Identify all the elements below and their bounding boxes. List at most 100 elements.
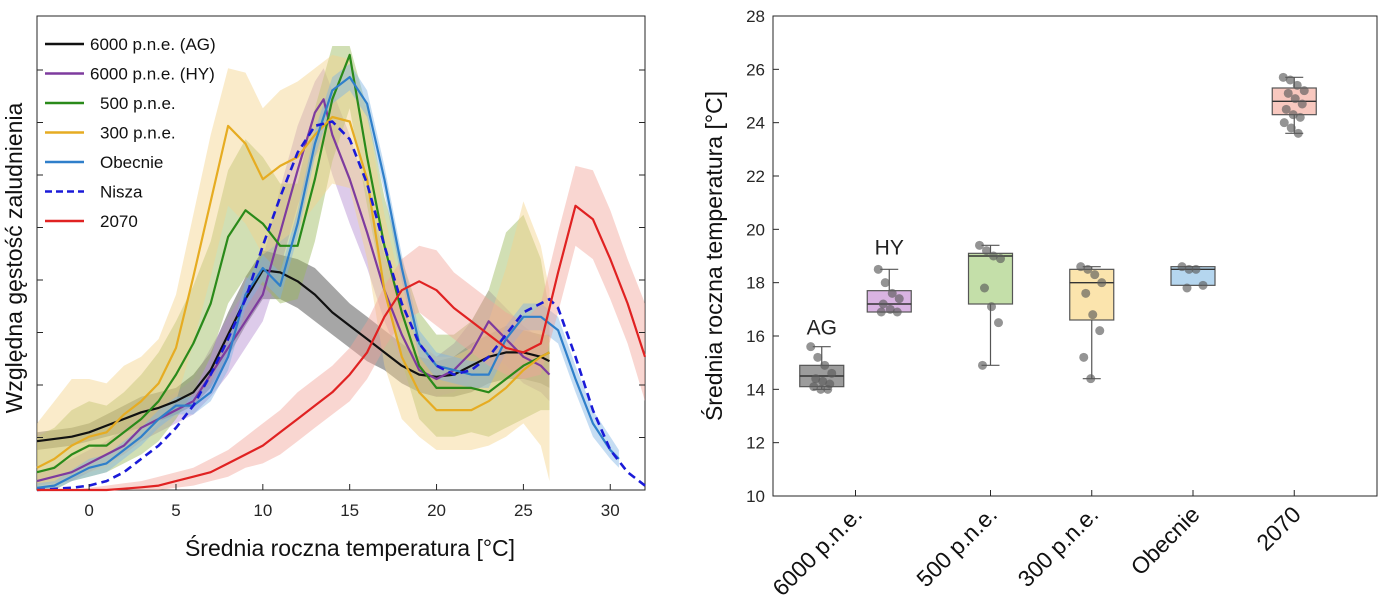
data-point (880, 278, 890, 288)
data-point (1097, 278, 1107, 288)
density-bands (37, 46, 645, 491)
data-point (1281, 104, 1291, 114)
data-point (1088, 310, 1098, 320)
data-point (813, 352, 823, 362)
line-obecnie (36, 75, 620, 489)
data-point (1297, 99, 1307, 109)
y-tick-label: 24 (746, 114, 765, 133)
band-2070 (37, 165, 645, 490)
data-point (1079, 352, 1089, 362)
x-tick-label: Obecnie (1126, 501, 1205, 580)
data-point (811, 374, 821, 384)
data-point (816, 384, 826, 394)
data-point (1290, 94, 1300, 104)
data-point (1081, 288, 1091, 298)
data-point (873, 264, 883, 274)
band-obecnie (37, 63, 619, 491)
line-300-p-n-e (36, 115, 550, 469)
data-point (1278, 72, 1288, 82)
line-6000-p-n-e-ag (36, 269, 550, 443)
x-tick-label: 300 p.n.e. (1013, 501, 1104, 592)
density-legend: 6000 p.n.e. (AG) 6000 p.n.e. (HY) 500 p.n.… (45, 35, 216, 231)
y-tick-label: 16 (746, 327, 765, 346)
y-tick-label: 26 (746, 60, 765, 79)
data-point (887, 288, 897, 298)
line-500-p-n-e (36, 53, 550, 474)
density-chart: 0 5 10 15 20 25 30 6000 p.n.e. (AG)6000 p.n.e.… (1, 15, 647, 561)
data-point (1191, 264, 1201, 274)
data-point (975, 240, 984, 250)
legend-label-nisza: Nisza (100, 183, 143, 202)
line-6000-p-n-e-hy (36, 98, 551, 483)
data-point (1184, 264, 1194, 274)
box-ag (799, 342, 845, 394)
data-point (1177, 262, 1187, 272)
x-tick-label: 15 (340, 501, 359, 520)
band-500-p-n-e (37, 46, 550, 490)
data-point (1090, 270, 1100, 280)
data-point (809, 382, 819, 392)
box-series (799, 72, 1317, 394)
box-300-p-n-e (1069, 262, 1115, 384)
data-point (1279, 118, 1289, 128)
y-tick-label: 22 (746, 167, 765, 186)
data-point (818, 376, 828, 386)
density-lines (36, 53, 647, 492)
box-annotations: AG HY (807, 237, 904, 340)
data-point (806, 342, 816, 352)
x-tick-label: 500 p.n.e. (911, 501, 1002, 592)
y-tick-label: 10 (746, 487, 765, 506)
data-point (894, 294, 904, 304)
annotation-ag: AG (807, 317, 837, 340)
x-tick-label: 20 (427, 501, 446, 520)
box-hy (866, 264, 912, 317)
data-point (892, 307, 902, 317)
y-tick-label: 20 (746, 220, 765, 239)
data-point (1182, 283, 1192, 293)
data-point (876, 307, 886, 317)
box-obecnie (1170, 262, 1216, 293)
band-6000-p-n-e-ag (37, 250, 550, 450)
density-y-axis-label: Względna gęstość zaludnienia (1, 102, 27, 413)
data-point (1283, 88, 1293, 98)
data-point (980, 283, 989, 293)
data-point (989, 251, 998, 261)
band-300-p-n-e (37, 54, 550, 491)
data-point (1286, 123, 1296, 133)
data-point (1295, 112, 1305, 122)
annotation-hy: HY (875, 237, 904, 260)
box-500-p-n-e (967, 240, 1014, 370)
data-point (1292, 80, 1302, 90)
legend-label-obecnie: Obecnie (100, 153, 163, 172)
legend-label-500-p-n-e: 500 p.n.e. (100, 94, 176, 113)
data-point (827, 368, 837, 378)
x-tick-label: 6000 p.n.e. (767, 501, 867, 601)
y-tick-label: 12 (746, 434, 765, 453)
x-tick-label: 2070 (1251, 501, 1306, 556)
x-tick-label: 5 (171, 501, 180, 520)
y-tick-label: 28 (746, 7, 765, 26)
data-point (994, 318, 1003, 328)
band-6000-p-n-e-hy (37, 68, 550, 486)
data-point (885, 304, 895, 314)
data-point (996, 254, 1005, 264)
data-point (1198, 280, 1208, 290)
box-body (967, 252, 1014, 305)
box-y-axis-label: Średnia roczna temperatura [°C] (700, 91, 727, 421)
data-point (1293, 128, 1303, 138)
legend-label-6000-p-n-e-ag: 6000 p.n.e. (AG) (90, 35, 216, 54)
legend-label-6000-p-n-e-hy: 6000 p.n.e. (HY) (90, 65, 215, 84)
box-chart: 10 12 14 16 18 20 22 24 26 28 6000 p.n.e. 500 p.n.… (700, 7, 1378, 601)
data-point (878, 299, 888, 309)
data-point (982, 246, 991, 256)
x-tick-label: 25 (514, 501, 533, 520)
legend-label-2070: 2070 (100, 212, 138, 231)
data-point (1299, 86, 1309, 96)
data-point (823, 384, 833, 394)
x-tick-label: 10 (253, 501, 272, 520)
line-2070 (37, 204, 647, 492)
y-tick-label: 18 (746, 274, 765, 293)
y-tick-label: 14 (746, 380, 765, 399)
x-tick-label: 0 (84, 501, 93, 520)
